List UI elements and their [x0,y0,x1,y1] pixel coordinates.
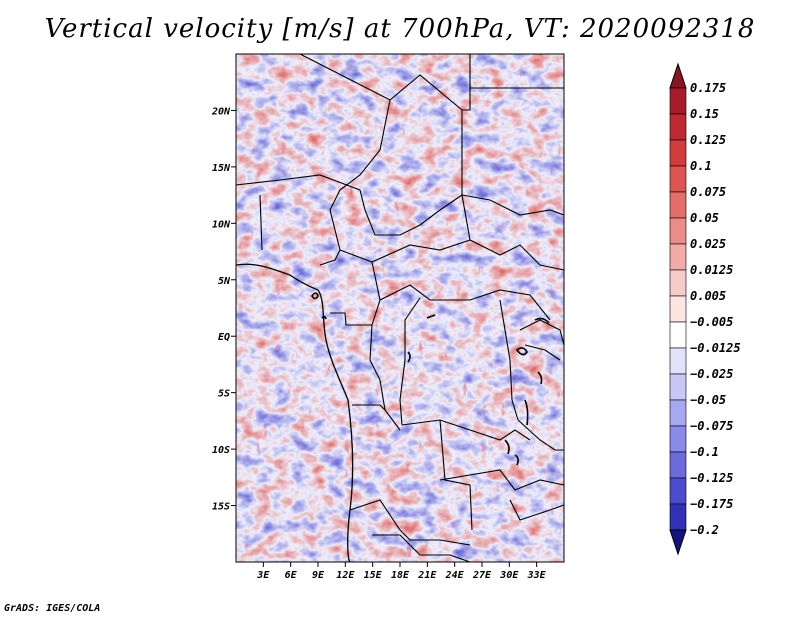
colorbar-swatch [669,269,687,297]
colorbar-label: 0.005 [690,289,726,303]
colorbar-swatch [669,217,687,245]
colorbar-swatch [669,113,687,141]
country-boundaries [236,54,564,562]
colorbar-swatch [669,347,687,375]
colorbar-label: −0.005 [690,315,733,329]
lon-tick-label: 3E [256,570,270,581]
lat-tick-label: 5N [218,276,231,287]
colorbar-swatch [669,165,687,193]
lon-tick-label: 33E [527,570,547,581]
colorbar-swatch [669,243,687,271]
colorbar-label: −0.075 [690,419,733,433]
colorbar-swatch [669,425,687,453]
lon-tick-label: 18E [391,570,410,581]
colorbar-label: 0.1 [690,159,712,173]
map-field [236,54,564,562]
colorbar-bottom-arrow [669,529,687,556]
colorbar: 0.175 0.15 0.125 0.1 0.075 0.05 0.025 0.0125 0.0… [669,62,741,556]
lat-tick-label: 15N [212,163,231,174]
colorbar-label: −0.175 [690,497,733,511]
colorbar-swatch [669,477,687,505]
lat-tick-label: 15S [212,502,230,513]
lon-tick-label: 27E [472,570,492,581]
lon-tick-label: 9E [312,570,325,581]
lakes-coastline [311,292,550,466]
lon-tick-label: 6E [285,570,298,581]
lon-tick-label: 24E [445,570,465,581]
colorbar-label: 0.0125 [690,263,733,277]
colorbar-label: 0.025 [690,237,726,251]
lat-tick-label: 10S [212,445,230,456]
colorbar-label: −0.2 [690,523,719,537]
lat-tick-label: 5S [218,389,230,400]
colorbar-swatch [669,191,687,219]
lon-tick-label: 30E [499,570,519,581]
colorbar-swatch [669,373,687,401]
colorbar-swatch [669,451,687,479]
lat-tick-label: 20N [211,106,231,117]
lat-tick-label: EQ [218,332,230,343]
colorbar-swatch [669,295,687,323]
colorbar-label: −0.125 [690,471,733,485]
colorbar-swatch [669,139,687,167]
colorbar-label: 0.15 [690,107,719,121]
colorbar-label: −0.1 [690,445,719,459]
colorbar-label: 0.075 [690,185,726,199]
colorbar-swatch [669,399,687,427]
colorbar-swatch [669,87,687,115]
colorbar-top-arrow [669,62,687,89]
map-title: Vertical velocity [m/s] at 700hPa, VT: 2… [44,14,756,44]
grads-credit: GrADS: IGES/COLA [4,603,101,614]
colorbar-swatch [669,321,687,349]
colorbar-label: −0.0125 [690,341,741,355]
lon-tick-label: 21E [417,570,437,581]
lat-tick-label: 10N [212,219,231,230]
colorbar-label: 0.175 [690,81,726,95]
colorbar-label: −0.05 [690,393,726,407]
colorbar-label: −0.025 [690,367,733,381]
axis-ticks: 20N 15N 10N 5N EQ 5S 10S 15S 3E 6E 9E 12E 15E 18E 21E 2… [211,106,547,581]
colorbar-swatch [669,503,687,531]
lon-tick-label: 12E [336,570,355,581]
colorbar-label: 0.125 [690,133,726,147]
lon-tick-label: 15E [364,570,383,581]
colorbar-label: 0.05 [690,211,719,225]
